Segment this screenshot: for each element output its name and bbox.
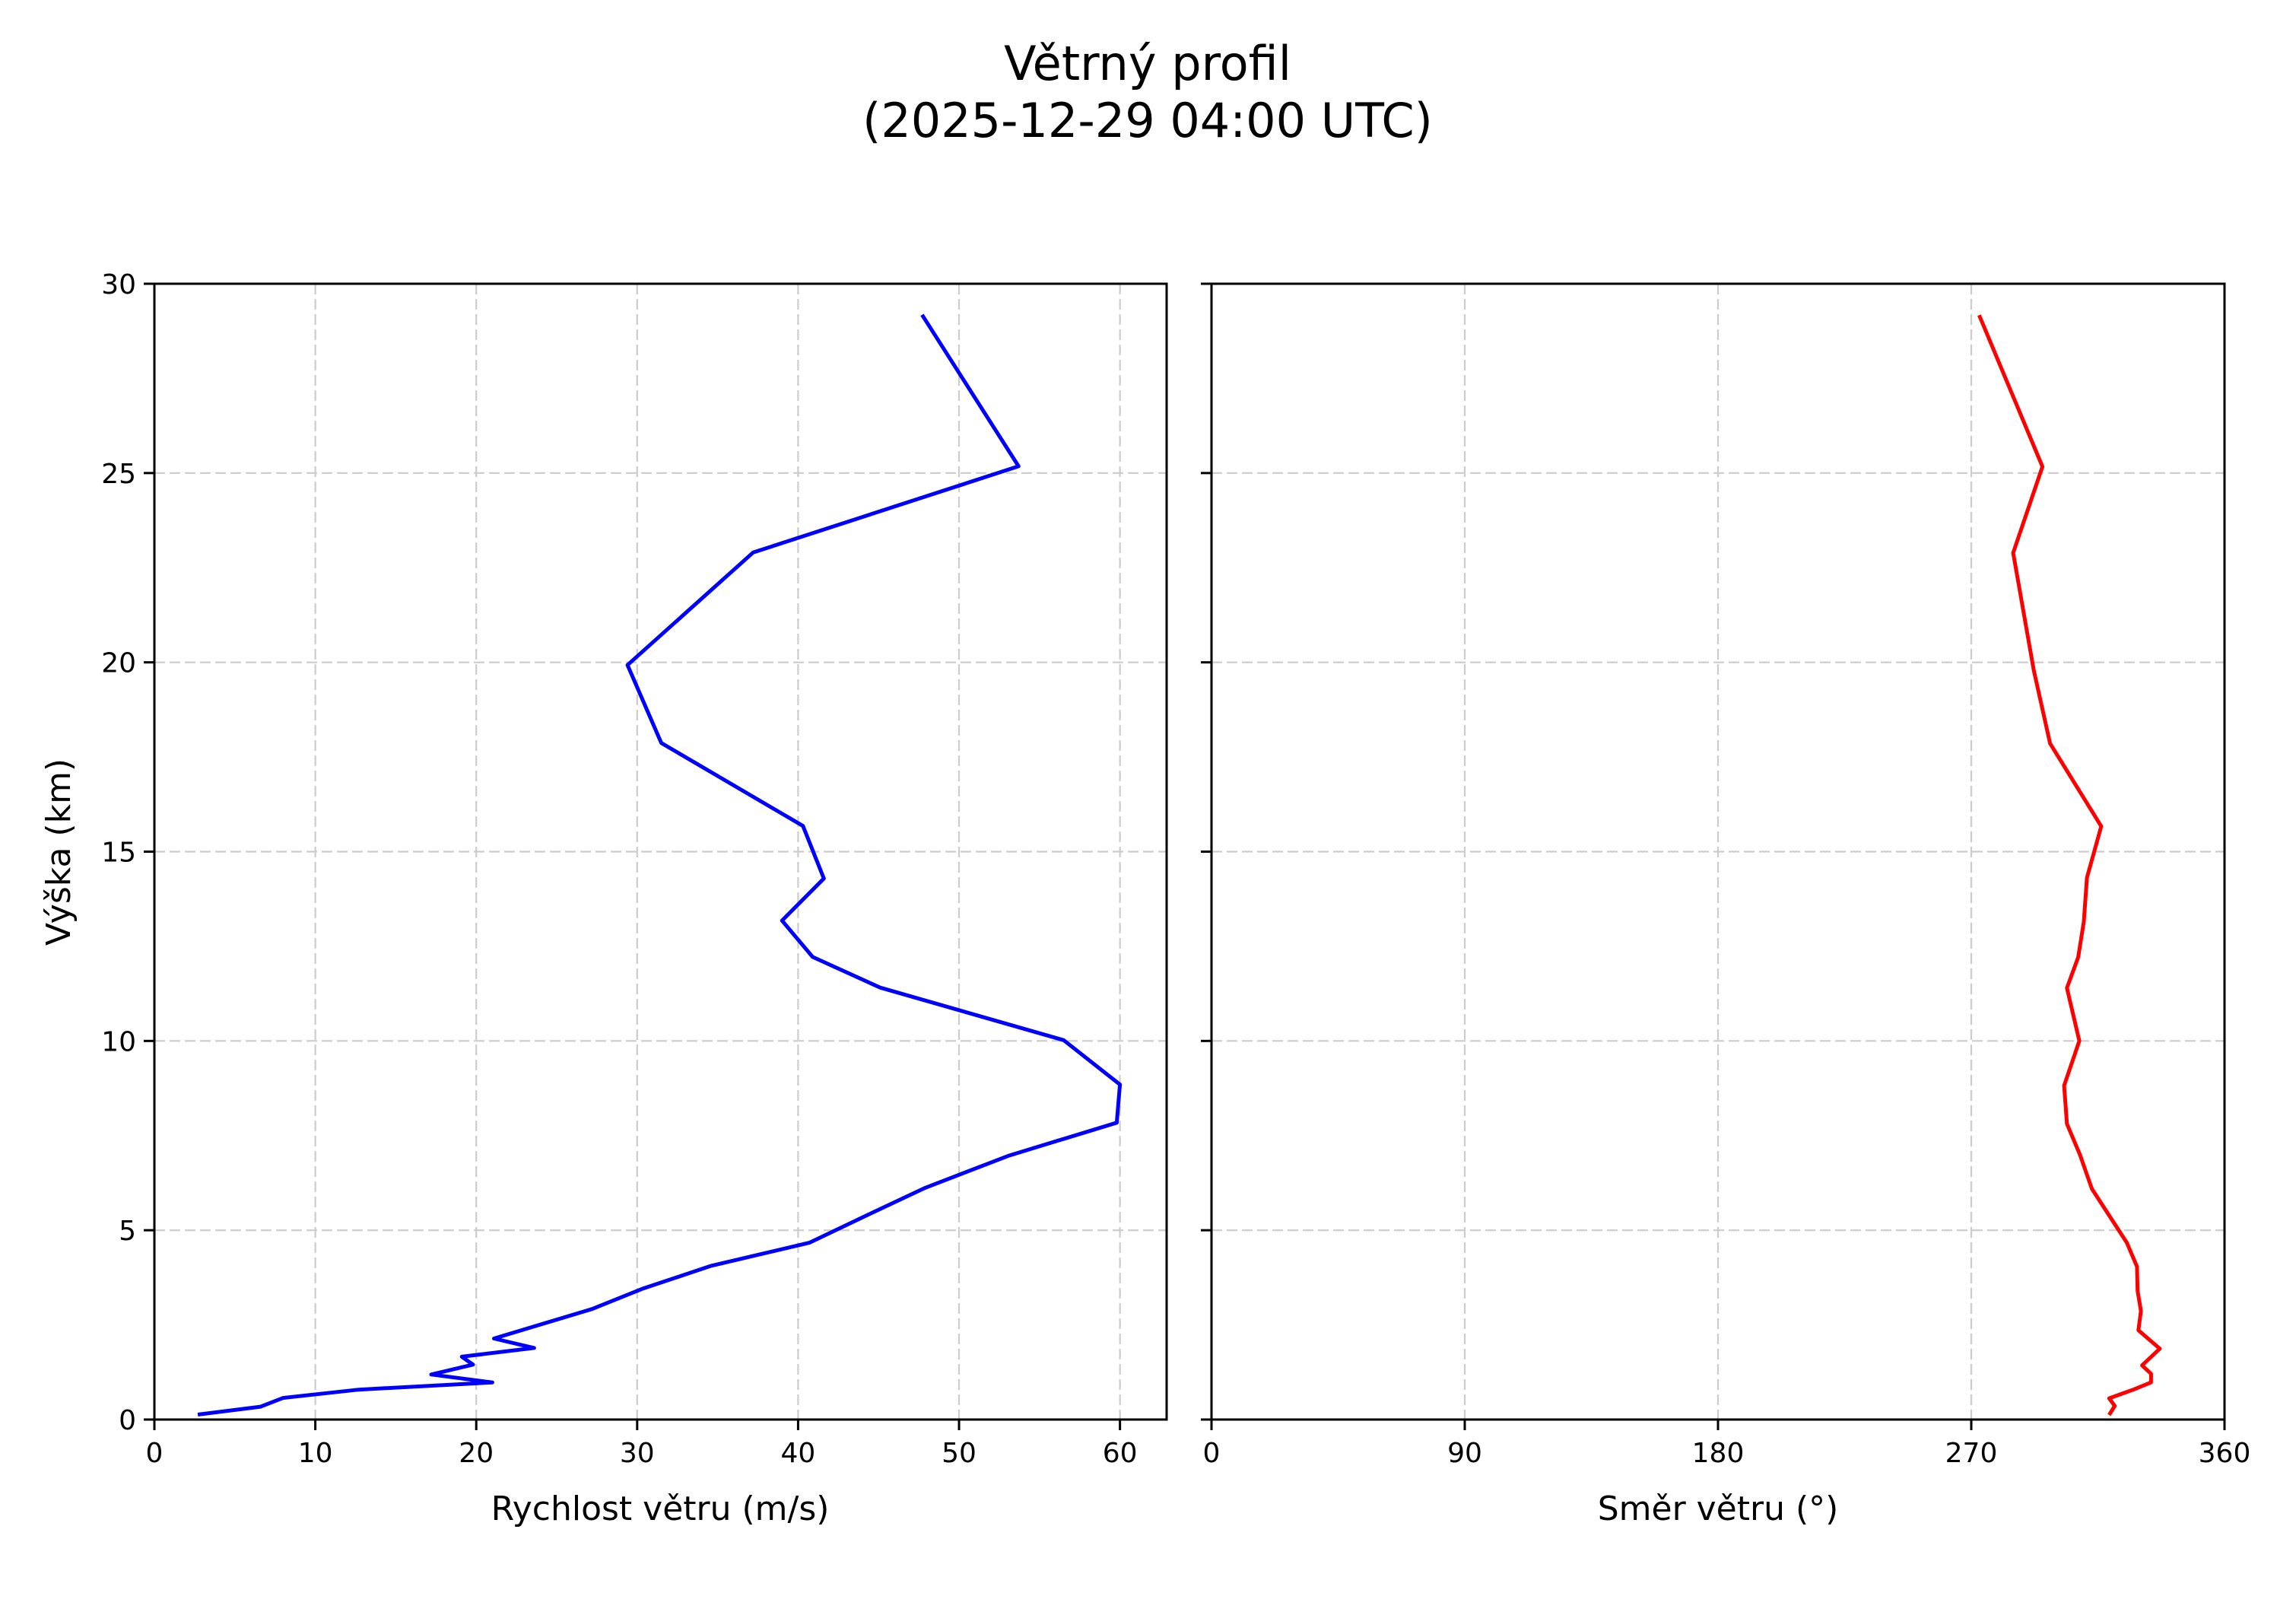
x-tick-label: 0 bbox=[1203, 1438, 1221, 1469]
y-tick-label: 0 bbox=[119, 1405, 136, 1436]
x-tick-label: 360 bbox=[2199, 1438, 2251, 1469]
x-tick-label: 10 bbox=[298, 1438, 333, 1469]
x-tick-label: 270 bbox=[1945, 1438, 1998, 1469]
direction-panel: 0 90 180 270 360 Směr větru (°) bbox=[1201, 282, 2251, 1528]
direction-ticks: 0 90 180 270 360 bbox=[1201, 282, 2251, 1469]
x-tick-label: 20 bbox=[459, 1438, 494, 1469]
y-tick-label: 5 bbox=[119, 1216, 136, 1247]
y-tick-label: 15 bbox=[101, 838, 136, 869]
height-y-axis-label: Výška (km) bbox=[40, 758, 78, 946]
x-tick-label: 30 bbox=[620, 1438, 655, 1469]
y-tick-label: 20 bbox=[101, 648, 136, 679]
y-tick-label: 10 bbox=[101, 1026, 136, 1057]
x-tick-label: 90 bbox=[1447, 1438, 1482, 1469]
y-tick-label: 30 bbox=[101, 269, 136, 300]
direction-x-axis-label: Směr větru (°) bbox=[1598, 1490, 1839, 1528]
speed-ticks: 0 10 20 30 40 50 60 0 5 10 15 20 25 30 bbox=[101, 269, 1137, 1469]
wind-direction-line bbox=[1977, 314, 2162, 1416]
chart-title-line2: (2025-12-29 04:00 UTC) bbox=[862, 93, 1433, 148]
x-tick-label: 0 bbox=[146, 1438, 164, 1469]
chart-title-line1: Větrný profil bbox=[1004, 36, 1291, 91]
x-tick-label: 50 bbox=[942, 1438, 977, 1469]
wind-speed-line bbox=[197, 313, 1123, 1416]
x-tick-label: 40 bbox=[781, 1438, 816, 1469]
y-tick-label: 25 bbox=[101, 459, 136, 490]
x-tick-label: 60 bbox=[1103, 1438, 1138, 1469]
speed-x-axis-label: Rychlost větru (m/s) bbox=[491, 1490, 830, 1528]
speed-panel: 0 10 20 30 40 50 60 0 5 10 15 20 25 30 Rychlost větru… bbox=[40, 269, 1168, 1528]
x-tick-label: 180 bbox=[1692, 1438, 1745, 1469]
